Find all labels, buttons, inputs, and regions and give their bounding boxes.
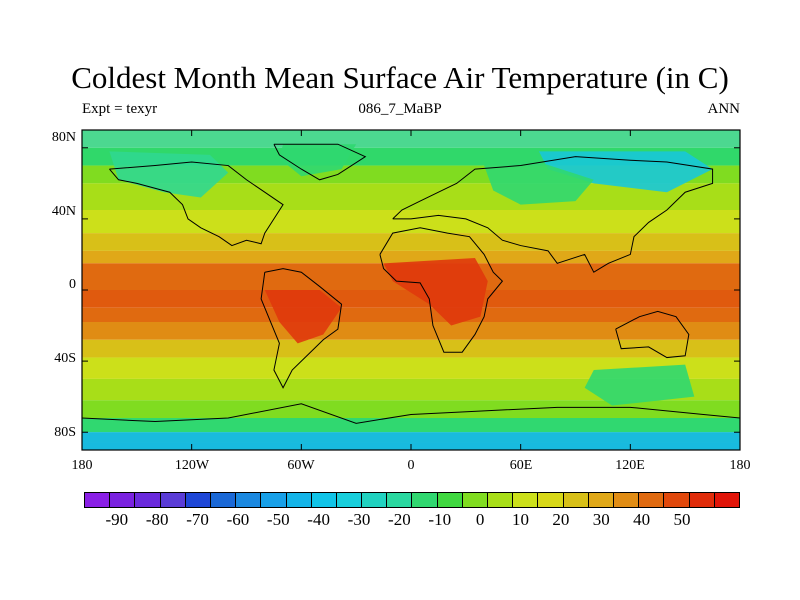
colorbar-box bbox=[261, 493, 287, 507]
chart-title: Coldest Month Mean Surface Air Temperatu… bbox=[71, 60, 729, 95]
colorbar-box bbox=[664, 493, 690, 507]
lon-tick-0: 0 bbox=[407, 458, 415, 473]
temperature-band bbox=[82, 233, 740, 251]
colorbar-box bbox=[412, 493, 438, 507]
lon-tick-180w: 180 bbox=[71, 458, 93, 473]
colorbar-box bbox=[538, 493, 564, 507]
colorbar-label: -10 bbox=[428, 510, 452, 529]
temperature-band bbox=[82, 400, 740, 418]
temperature-band bbox=[82, 290, 740, 308]
coastline bbox=[82, 403, 740, 424]
temperature-band bbox=[82, 250, 740, 264]
colorbar-box bbox=[362, 493, 388, 507]
colorbar-box bbox=[210, 493, 237, 507]
experiment-label: Expt = texyr bbox=[82, 101, 158, 117]
coastline bbox=[392, 156, 714, 273]
colorbar-label: 50 bbox=[673, 510, 691, 529]
colorbar-label: -60 bbox=[226, 510, 250, 529]
colorbar-label: 0 bbox=[475, 510, 485, 529]
coastline bbox=[273, 143, 367, 181]
lon-tick-120w: 120W bbox=[174, 458, 210, 473]
colorbar-label: -30 bbox=[347, 510, 371, 529]
lat-tick-40n: 40N bbox=[51, 204, 76, 219]
colorbar-label: -70 bbox=[186, 510, 209, 529]
temperature-region-siberia-cold bbox=[538, 151, 713, 193]
coastline bbox=[615, 310, 690, 359]
colorbar-box bbox=[613, 493, 640, 507]
coastline bbox=[379, 227, 504, 353]
lat-tick-80n: 80N bbox=[51, 130, 76, 145]
colorbar-box bbox=[488, 493, 514, 507]
colorbar-label: 30 bbox=[592, 510, 610, 529]
lon-tick-60e: 60E bbox=[509, 458, 533, 473]
lat-tick-0: 0 bbox=[69, 277, 76, 292]
colorbar-label: 40 bbox=[633, 510, 651, 529]
temperature-band bbox=[82, 130, 740, 148]
temperature-band bbox=[82, 339, 740, 358]
colorbar-label: -40 bbox=[307, 510, 330, 529]
lon-tick-120e: 120E bbox=[615, 458, 645, 473]
temperature-region-south-america-hot bbox=[264, 290, 342, 344]
colorbar-box bbox=[311, 493, 337, 507]
colorbar-box bbox=[336, 493, 363, 507]
period-label: ANN bbox=[707, 101, 741, 117]
colorbar-label: 20 bbox=[552, 510, 570, 529]
colorbar-box bbox=[236, 493, 262, 507]
lon-tick-180e: 180 bbox=[729, 458, 751, 473]
colorbar-box bbox=[689, 493, 715, 507]
coastline bbox=[260, 268, 343, 389]
temperature-band bbox=[82, 378, 740, 401]
colorbar-box bbox=[563, 493, 589, 507]
lat-tick-40s: 40S bbox=[54, 351, 76, 366]
temperature-band bbox=[82, 357, 740, 379]
lon-tick-60w: 60W bbox=[287, 458, 315, 473]
temperature-band bbox=[82, 322, 740, 340]
colorbar-box bbox=[135, 493, 161, 507]
colorbar-box bbox=[160, 493, 186, 507]
temperature-region-greenland-cold bbox=[279, 144, 357, 177]
colorbar-box bbox=[437, 493, 463, 507]
colorbar-box bbox=[286, 493, 312, 507]
colorbar-box bbox=[513, 493, 539, 507]
temperature-region-asia-cool bbox=[484, 162, 594, 205]
lat-tick-80s: 80S bbox=[54, 425, 76, 440]
colorbar-label: 10 bbox=[511, 510, 529, 529]
run-label: 086_7_MaBP bbox=[358, 101, 442, 117]
colorbar-box bbox=[714, 493, 739, 507]
colorbar-box bbox=[639, 493, 665, 507]
temperature-region-antarctica-cold bbox=[82, 432, 740, 450]
colorbar-box bbox=[462, 493, 488, 507]
colorbar-label: -80 bbox=[145, 510, 169, 529]
colorbar-label: -20 bbox=[388, 510, 411, 529]
colorbar-box bbox=[588, 493, 614, 507]
colorbar-label: -90 bbox=[105, 510, 129, 529]
colorbar-box bbox=[110, 493, 136, 507]
colorbar-box bbox=[185, 493, 211, 507]
colorbar bbox=[84, 492, 740, 508]
colorbar-box bbox=[387, 493, 413, 507]
colorbar-box bbox=[85, 493, 111, 507]
temperature-region-africa-hot bbox=[383, 258, 488, 326]
temperature-band bbox=[82, 307, 740, 322]
coastline bbox=[109, 161, 284, 247]
temperature-band bbox=[82, 210, 740, 234]
temperature-band bbox=[82, 418, 740, 433]
colorbar-label: -50 bbox=[266, 510, 290, 529]
temperature-region-australia-cool bbox=[584, 364, 695, 406]
